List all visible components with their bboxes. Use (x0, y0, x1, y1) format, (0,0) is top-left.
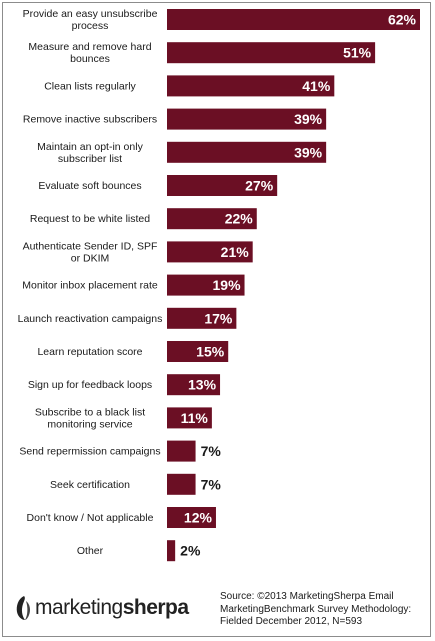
source-line: Source: ©2013 MarketingSherpa Email (220, 591, 394, 602)
category-label: Sign up for feedback loops (28, 379, 152, 391)
value-label: 39% (294, 144, 323, 160)
source-line: Fielded December 2012, N=593 (220, 616, 363, 627)
category-label: Launch reactivation campaigns (18, 313, 163, 325)
category-label: Clean lists regularly (44, 80, 136, 92)
value-label: 11% (181, 410, 209, 426)
category-label: Don't know / Not applicable (27, 512, 154, 524)
category-label: Send repermission campaigns (19, 446, 160, 458)
value-label: 39% (294, 111, 323, 127)
bar (167, 241, 253, 263)
bar-chart: Provide an easy unsubscribe process 62% Mea… (18, 8, 420, 562)
category-label: Request to be white listed (30, 213, 150, 225)
category-label: Measure and remove hard bounces (28, 41, 151, 65)
bar (167, 208, 257, 230)
value-label: 51% (343, 45, 372, 61)
source-note: Source: ©2013 MarketingSherpa Email Mark… (220, 591, 430, 629)
value-label: 19% (213, 277, 242, 293)
bar (167, 374, 221, 396)
bar (167, 341, 229, 362)
value-label: 15% (196, 344, 225, 360)
bar (167, 407, 212, 429)
category-label: Provide an easy unsubscribe process (23, 8, 158, 32)
category-label: Seek certification (50, 479, 130, 491)
category-label: Maintain an opt-in only subscriber list (37, 141, 143, 165)
value-label: 41% (302, 78, 331, 94)
category-label: Authenticate Sender ID, SPF or DKIM (23, 240, 158, 264)
value-label: 22% (225, 211, 254, 227)
logo-text-bold: sherpa (122, 596, 189, 619)
value-label: 17% (204, 310, 233, 326)
value-label: 21% (221, 244, 250, 260)
value-label: 7% (201, 476, 222, 492)
value-label: 2% (180, 543, 201, 559)
source-line: MarketingBenchmark Survey Methodology: (220, 603, 412, 615)
bar (167, 175, 278, 196)
category-label: Subscribe to a black list monitoring serv… (35, 406, 145, 430)
logo-wordmark: marketingsherpa (35, 595, 189, 621)
category-label: Other (77, 545, 104, 557)
bar (167, 274, 245, 296)
bar (167, 473, 196, 495)
category-label: Learn reputation score (37, 346, 142, 358)
value-label: 12% (184, 510, 213, 526)
value-label: 62% (388, 12, 417, 28)
bar (167, 307, 237, 329)
category-label: Monitor inbox placement rate (22, 280, 158, 292)
bar (167, 108, 327, 130)
bar (167, 42, 376, 64)
sherpa-mountain-logo-icon (16, 596, 30, 620)
bar (167, 141, 327, 163)
bar (167, 440, 196, 462)
category-label: Remove inactive subscribers (23, 114, 157, 126)
value-label: 27% (245, 178, 274, 194)
bar (167, 540, 176, 562)
bar (167, 9, 420, 30)
value-label: 13% (188, 377, 217, 393)
bar (167, 507, 216, 528)
bar (167, 75, 335, 97)
category-label: Evaluate soft bounces (38, 180, 141, 192)
logo-text-light: marketing (35, 596, 123, 619)
value-label: 7% (201, 443, 222, 459)
marketingsherpa-logo: marketingsherpa (14, 593, 189, 623)
